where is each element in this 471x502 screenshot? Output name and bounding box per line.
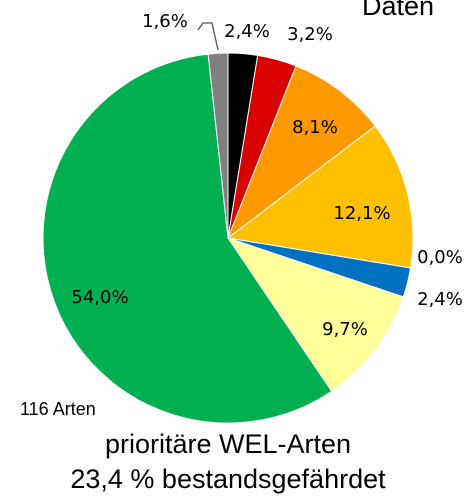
pie-slice: [226, 125, 414, 269]
leader-line: [197, 22, 219, 51]
data-label: 9,7%: [322, 319, 368, 340]
data-label: 12,1%: [333, 203, 390, 224]
annotation: Daten: [362, 0, 434, 21]
data-label: 54,0%: [71, 287, 128, 308]
annotation: 116 Arten: [20, 399, 96, 419]
chart-title: prioritäre WEL-Arten: [105, 429, 351, 459]
data-label: 1,6%: [142, 11, 188, 32]
data-label: 8,1%: [292, 117, 338, 138]
slices: [42, 52, 414, 424]
data-label: 2,4%: [224, 21, 270, 42]
pie-slice: [207, 52, 229, 239]
pie-slice: [226, 65, 376, 240]
pie-slice: [226, 237, 404, 392]
chart-subtitle: 23,4 % bestandsgefährdet: [70, 464, 386, 494]
data-label: 2,4%: [417, 289, 463, 310]
data-label: 3,2%: [287, 24, 333, 45]
data-label: 0,0%: [417, 247, 463, 268]
pie-slice: [42, 53, 333, 424]
